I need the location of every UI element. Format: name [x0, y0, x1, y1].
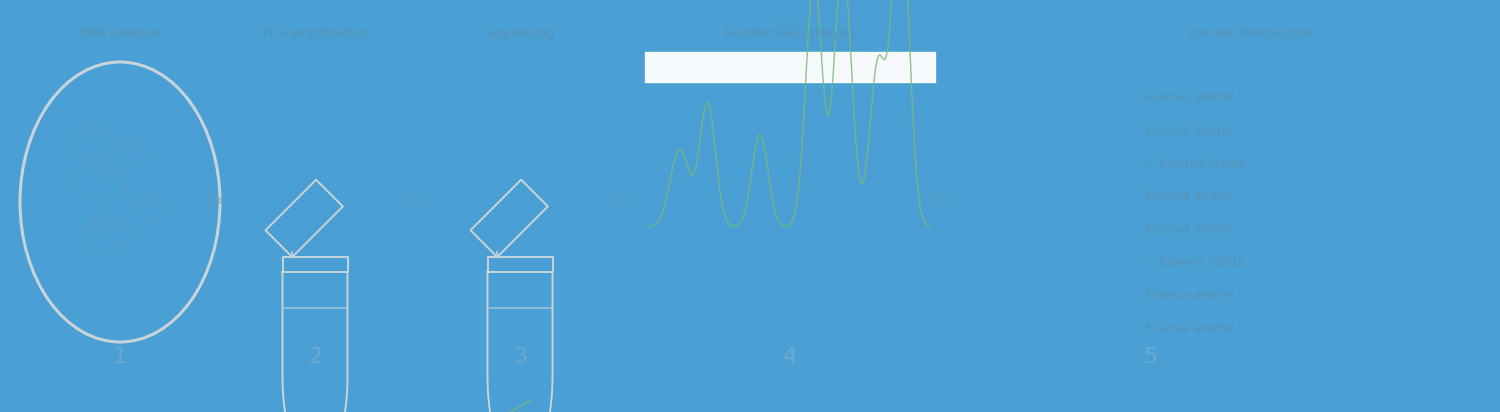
Polygon shape	[488, 257, 552, 272]
Text: 2: 2	[308, 347, 322, 367]
Text: >: >	[402, 187, 427, 216]
Text: Eisenia andrei: Eisenia andrei	[1144, 91, 1233, 104]
Polygon shape	[282, 272, 348, 412]
Polygon shape	[282, 257, 348, 272]
Polygon shape	[471, 180, 548, 257]
Polygon shape	[488, 272, 552, 412]
Text: Eisenia andrei: Eisenia andrei	[1144, 190, 1233, 203]
Text: 4: 4	[783, 347, 796, 367]
Text: Sequencing: Sequencing	[486, 27, 555, 40]
Text: 5: 5	[1143, 347, 1156, 367]
Text: SEQUENCE: SEQUENCE	[771, 21, 808, 27]
Text: Eisenia andrei: Eisenia andrei	[1144, 289, 1233, 302]
Text: >: >	[608, 187, 633, 216]
Text: Eisenia andrei: Eisenia andrei	[1144, 223, 1233, 236]
Text: Bioinformatic analysis: Bioinformatic analysis	[724, 27, 855, 40]
Text: >: >	[202, 187, 228, 216]
Polygon shape	[645, 52, 934, 82]
Text: 3: 3	[513, 347, 526, 367]
Text: PCR amplification: PCR amplification	[262, 27, 368, 40]
Polygon shape	[266, 180, 344, 257]
Text: >: >	[927, 187, 952, 216]
Text: DNA isolation: DNA isolation	[80, 27, 160, 40]
Text: 1: 1	[112, 347, 128, 367]
Text: > Eisenia fetida: > Eisenia fetida	[1144, 256, 1245, 269]
Text: Species identification: Species identification	[1186, 27, 1314, 40]
Text: Eisenia andrei: Eisenia andrei	[1144, 124, 1233, 137]
Text: Eisenia andrei: Eisenia andrei	[1144, 322, 1233, 335]
Text: > Eisenia fetida: > Eisenia fetida	[1144, 157, 1245, 170]
